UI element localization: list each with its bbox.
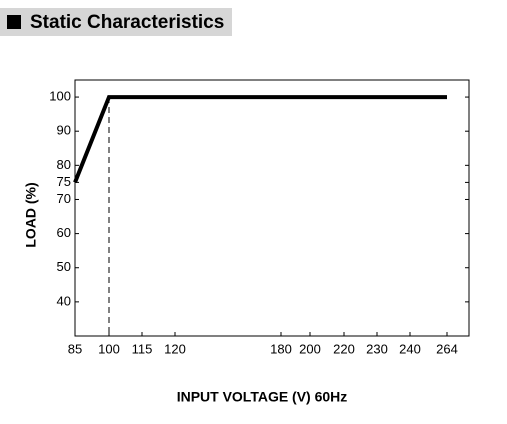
title-bar xyxy=(0,8,232,36)
x-tick-label: 120 xyxy=(164,341,186,356)
y-axis-label: LOAD (%) xyxy=(23,182,39,247)
y-tick-label: 70 xyxy=(57,191,71,206)
chart-title: Static Characteristics xyxy=(30,12,224,33)
x-tick-label: 180 xyxy=(270,341,292,356)
x-tick-label: 115 xyxy=(132,341,153,356)
x-tick-label: 264 xyxy=(436,341,458,356)
y-tick-label: 90 xyxy=(57,123,71,138)
y-tick-label: 100 xyxy=(49,89,71,104)
y-tick-label: 75 xyxy=(57,174,71,189)
y-tick-label: 40 xyxy=(57,293,71,308)
y-tick-label: 50 xyxy=(57,259,71,274)
y-tick-label: 80 xyxy=(57,157,71,172)
x-tick-label: 200 xyxy=(299,341,321,356)
line xyxy=(73,95,447,184)
x-tick-label: 85 xyxy=(68,341,82,356)
title-icon xyxy=(7,15,21,29)
x-axis-label: INPUT VOLTAGE (V) 60Hz xyxy=(177,389,348,405)
x-tick-label: 100 xyxy=(98,341,120,356)
x-tick-label: 230 xyxy=(366,341,388,356)
y-tick-label: 60 xyxy=(57,225,71,240)
x-tick-label: 220 xyxy=(333,341,355,356)
x-tick-label: 240 xyxy=(399,341,421,356)
plot-frame xyxy=(74,79,470,337)
